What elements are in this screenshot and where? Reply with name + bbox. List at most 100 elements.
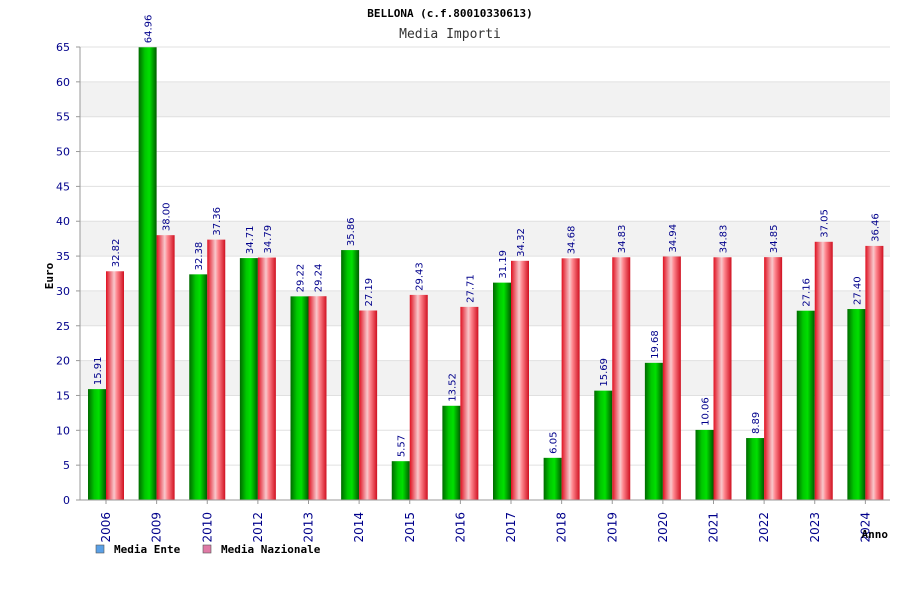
x-tick-label: 2010 [200, 512, 214, 543]
x-tick-label: 2023 [808, 512, 822, 543]
y-tick-label: 0 [63, 494, 70, 507]
y-tick-label: 65 [56, 41, 70, 54]
bar-media-nazionale [207, 239, 226, 501]
bar-media-ente [796, 310, 815, 500]
data-label: 34.68 [567, 226, 578, 255]
data-label: 34.83 [719, 225, 730, 254]
grid-band [80, 47, 890, 82]
data-label: 34.79 [263, 225, 274, 254]
bar-media-nazionale [106, 271, 124, 500]
data-label: 19.68 [650, 330, 661, 359]
data-label: 27.19 [364, 278, 375, 307]
y-tick-label: 30 [56, 285, 70, 298]
data-label: 15.69 [599, 358, 610, 387]
bar-media-nazionale [156, 235, 175, 500]
data-label: 10.06 [701, 397, 712, 426]
data-label: 34.83 [617, 225, 628, 254]
y-tick-label: 55 [56, 111, 70, 124]
data-label: 6.05 [549, 432, 560, 454]
data-label: 32.82 [111, 239, 122, 268]
x-tick-label: 2022 [757, 512, 771, 543]
x-tick-label: 2015 [403, 512, 417, 543]
bar-media-ente [493, 282, 511, 500]
grid-band [80, 116, 890, 152]
bar-media-nazionale [257, 257, 276, 500]
bars [88, 47, 884, 501]
data-label: 15.91 [93, 356, 104, 385]
data-label: 13.52 [447, 373, 458, 402]
bar-media-ente [695, 429, 714, 500]
x-tick-label: 2013 [302, 512, 316, 543]
legend: Media Ente Media Nazionale [95, 543, 321, 556]
y-tick-label: 35 [56, 250, 70, 263]
y-tick-label: 5 [63, 459, 70, 472]
x-tick-label: 2020 [656, 512, 670, 543]
data-label: 32.38 [194, 242, 205, 271]
y-tick-label: 20 [56, 355, 70, 368]
bar-media-ente [644, 362, 663, 500]
grid-band [80, 186, 890, 222]
bar-media-nazionale [308, 296, 327, 500]
data-label: 29.24 [314, 264, 325, 293]
bar-media-nazionale [713, 257, 732, 500]
y-axis-label: Euro [43, 262, 56, 289]
data-label: 37.36 [212, 207, 223, 236]
x-tick-label: 2019 [605, 512, 619, 543]
bar-media-nazionale [409, 294, 428, 500]
data-label: 34.94 [668, 224, 679, 253]
data-label: 5.57 [397, 435, 408, 457]
x-tick-label: 2021 [707, 512, 721, 543]
bar-media-nazionale [561, 258, 580, 500]
bar-media-nazionale [612, 257, 631, 500]
y-tick-label: 10 [56, 424, 70, 437]
data-label: 37.05 [820, 209, 831, 238]
data-label: 34.71 [245, 225, 256, 254]
x-axis-ticks: 2006 2009 2010 2012 2013 2014 2015 2016 2017 2018… [99, 500, 872, 543]
bar-media-nazionale [764, 257, 783, 500]
x-tick-label: 2006 [99, 512, 113, 543]
data-label: 8.89 [751, 412, 762, 434]
bar-media-nazionale [814, 241, 833, 501]
bar-media-nazionale [460, 306, 479, 500]
x-tick-label: 2024 [858, 512, 872, 543]
bar-media-nazionale [359, 310, 378, 500]
y-tick-label: 15 [56, 389, 70, 402]
data-label: 27.40 [852, 276, 863, 305]
bar-media-ente [290, 296, 309, 500]
x-tick-label: 2009 [150, 512, 164, 543]
legend-label-media-ente: Media Ente [114, 543, 181, 556]
bar-media-ente [594, 390, 613, 500]
grid-band [80, 151, 890, 187]
y-tick-label: 60 [56, 76, 70, 89]
bar-media-ente [442, 405, 461, 500]
data-label: 31.19 [498, 250, 509, 279]
data-label: 38.00 [162, 203, 173, 232]
data-label: 36.46 [870, 213, 881, 242]
chart-subtitle: Media Importi [399, 27, 501, 42]
data-label: 64.96 [144, 15, 155, 44]
bar-media-ente [847, 309, 866, 500]
y-tick-label: 40 [56, 215, 70, 228]
x-axis-label: Anno [862, 528, 889, 541]
bar-media-ente [543, 457, 562, 500]
bar-media-ente [88, 389, 106, 500]
data-label: 34.32 [516, 228, 527, 257]
y-axis-ticks: 0 5 10 15 20 25 30 35 40 45 50 55 60 65 [56, 41, 80, 507]
y-tick-label: 25 [56, 320, 70, 333]
bar-media-ente [239, 258, 258, 500]
data-label: 35.86 [346, 217, 357, 246]
bar-media-nazionale [865, 245, 884, 500]
grid-band [80, 81, 890, 117]
data-label: 27.16 [802, 278, 813, 307]
data-label: 27.71 [465, 274, 476, 303]
x-tick-label: 2018 [555, 512, 569, 543]
bar-media-ente [391, 461, 410, 500]
bar-media-ente [746, 438, 765, 500]
chart-title: BELLONA (c.f.80010330613) [367, 7, 533, 20]
x-tick-label: 2017 [504, 512, 518, 543]
x-tick-label: 2012 [251, 512, 265, 543]
bar-media-nazionale [511, 260, 529, 500]
legend-swatch-media-nazionale [202, 544, 212, 554]
bar-media-ente [138, 47, 157, 500]
